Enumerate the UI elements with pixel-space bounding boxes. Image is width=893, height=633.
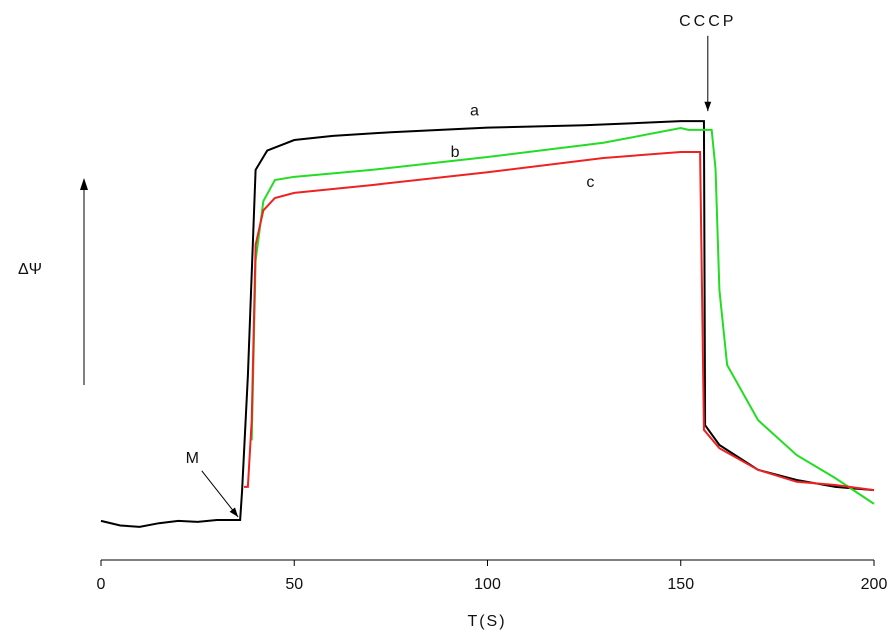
y-arrow-head (80, 178, 88, 190)
pointer-head (229, 507, 239, 517)
x-tick-label: 0 (97, 576, 106, 593)
x-tick-label: 100 (474, 576, 501, 593)
annotation: c (586, 174, 597, 191)
x-tick-label: 200 (861, 576, 888, 593)
annotation: a (470, 103, 482, 120)
annotation: CCCP (679, 13, 736, 30)
annotation: b (451, 144, 463, 161)
x-axis-label: T(S) (467, 613, 506, 630)
x-tick-label: 150 (667, 576, 694, 593)
series-line (250, 127, 875, 505)
series-line (244, 150, 875, 492)
pointer-head (704, 101, 712, 112)
annotation: M (186, 450, 202, 467)
pointer (201, 470, 239, 518)
y-axis-label: ΔΨ (18, 261, 42, 278)
x-tick-label: 50 (285, 576, 303, 593)
series-line (100, 120, 875, 528)
